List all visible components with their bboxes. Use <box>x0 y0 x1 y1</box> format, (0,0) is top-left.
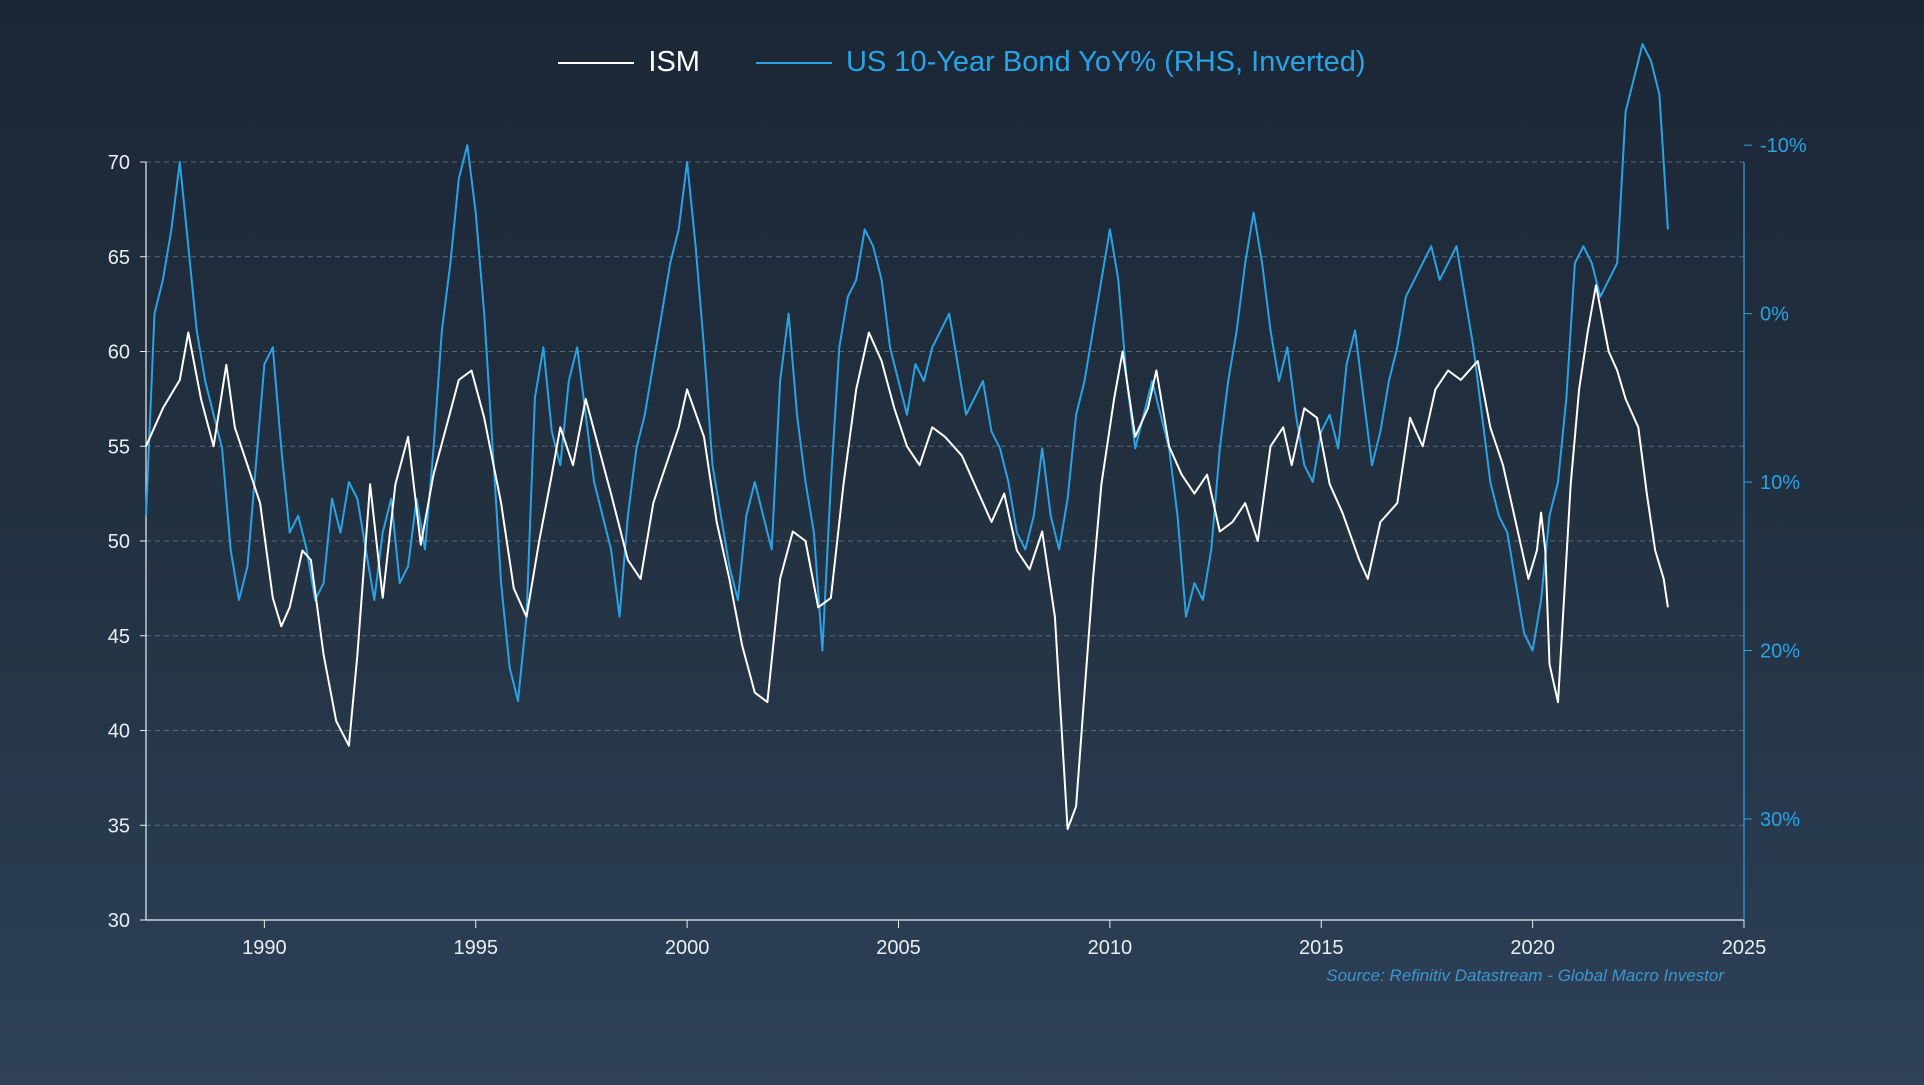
y-left-tick-label: 30 <box>108 910 130 932</box>
legend-item-bond: US 10-Year Bond YoY% (RHS, Inverted) <box>755 46 1366 79</box>
y-left-tick-label: 70 <box>108 152 130 174</box>
legend-label-ism: ISM <box>648 46 700 78</box>
chart-legend: ISM US 10-Year Bond YoY% (RHS, Inverted) <box>0 46 1924 79</box>
x-tick-label: 1995 <box>453 937 498 959</box>
y-left-tick-label: 50 <box>108 531 130 553</box>
y-left-tick-label: 35 <box>108 815 130 837</box>
series-line-bond <box>145 43 1669 702</box>
y-right-tick-label: 30% <box>1760 809 1800 831</box>
legend-swatch-bond <box>755 61 832 64</box>
x-tick-label: 2000 <box>665 937 710 959</box>
y-right-tick-label: -10% <box>1760 135 1807 157</box>
x-tick-label: 1990 <box>242 937 287 959</box>
legend-label-bond: US 10-Year Bond YoY% (RHS, Inverted) <box>845 46 1366 78</box>
y-right-tick-label: 0% <box>1760 304 1789 326</box>
y-right-tick-label: 10% <box>1760 472 1800 494</box>
y-left-tick-label: 45 <box>108 626 130 648</box>
legend-swatch-ism <box>558 61 635 64</box>
y-left-tick-label: 60 <box>108 342 130 364</box>
x-tick-label: 2015 <box>1299 937 1344 959</box>
y-left-tick-label: 40 <box>108 721 130 743</box>
y-right-tick-label: 20% <box>1760 640 1800 662</box>
y-left-tick-label: 55 <box>108 436 130 458</box>
x-tick-label: 2020 <box>1510 937 1555 959</box>
y-left-tick-label: 65 <box>108 247 130 269</box>
x-tick-label: 2010 <box>1088 937 1133 959</box>
legend-item-ism: ISM <box>558 46 700 79</box>
x-tick-label: 2005 <box>876 937 921 959</box>
series-line-ism <box>145 284 1669 830</box>
source-note: Source: Refinitiv Datastream - Global Ma… <box>1326 966 1724 985</box>
x-tick-label: 2025 <box>1722 937 1767 959</box>
